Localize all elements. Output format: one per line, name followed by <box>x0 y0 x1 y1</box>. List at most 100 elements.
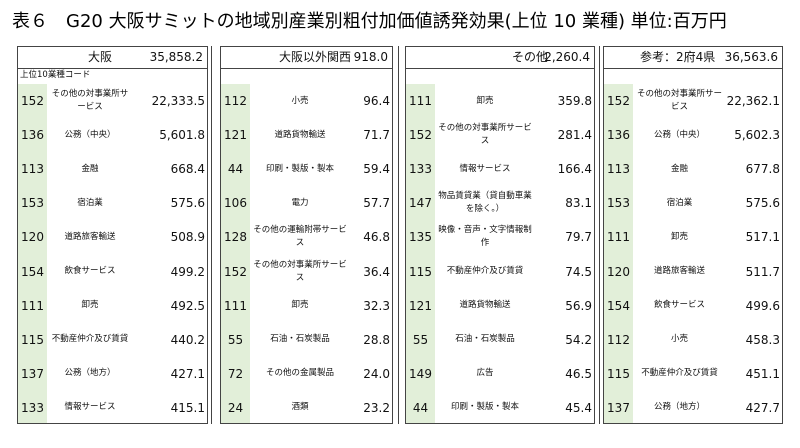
industry-code: 136 <box>607 128 630 143</box>
table-row: 106 電力 57.7 <box>221 186 392 220</box>
industry-name: 金融 <box>670 163 688 174</box>
value-added: 677.8 <box>745 162 780 177</box>
industry-name: その他の対事業所サービス <box>438 123 532 147</box>
industry-name: 物品賃貸業（貸自動車業を除く。） <box>438 191 532 215</box>
value-added: 46.5 <box>565 366 592 381</box>
value-added: 415.1 <box>170 400 205 415</box>
industry-code: 152 <box>409 128 432 143</box>
industry-name: その他の対事業所サービス <box>51 89 129 113</box>
industry-name: 飲食サービス <box>653 300 705 311</box>
industry-code: 121 <box>409 298 432 313</box>
value-added: 71.7 <box>363 128 390 143</box>
table-row: 55 石油・石炭製品 28.8 <box>221 323 392 357</box>
region-name: 大阪 <box>88 50 113 64</box>
industry-code: 128 <box>224 230 247 245</box>
table-row: 152 その他の対事業所サービス 22,333.5 <box>18 84 207 118</box>
industry-name: 不動産仲介及び賃貸 <box>446 266 524 277</box>
table-row: 115 不動産仲介及び賃貸 440.2 <box>18 323 207 357</box>
industry-code: 133 <box>21 400 44 415</box>
industry-code: 106 <box>224 196 247 211</box>
table-row: 111 卸売 492.5 <box>18 289 207 323</box>
value-added: 440.2 <box>170 332 205 347</box>
value-added: 427.1 <box>170 366 205 381</box>
industry-code: 152 <box>224 264 247 279</box>
value-added: 57.7 <box>363 196 390 211</box>
industry-name: 不動産仲介及び賃貸 <box>51 334 129 345</box>
value-added: 23.2 <box>363 400 390 415</box>
region-header: その他 2,260.4 <box>406 47 594 69</box>
table-row: 115 不動産仲介及び賃貸 74.5 <box>406 255 594 289</box>
value-added: 575.6 <box>745 196 780 211</box>
value-added: 22,333.5 <box>151 94 205 108</box>
region-header: 大阪以外関西 918.0 <box>221 47 392 69</box>
industry-code: 133 <box>409 162 432 177</box>
column-divider <box>211 46 212 424</box>
value-added: 499.6 <box>745 298 780 313</box>
table-row: 136 公務（中央） 5,601.8 <box>18 118 207 152</box>
table-row: 135 映像・音声・文字情報制作 79.7 <box>406 220 594 254</box>
industry-name: 石油・石炭製品 <box>455 334 515 345</box>
industry-name: 道路貨物輸送 <box>274 129 326 140</box>
region-header: 大阪 35,858.2 <box>18 47 207 69</box>
column-divider <box>599 46 600 424</box>
industry-code: 112 <box>607 332 630 347</box>
value-added: 79.7 <box>565 230 592 245</box>
industry-name: その他の対事業所サービス <box>636 89 722 113</box>
table-row: 44 印刷・製版・製本 59.4 <box>221 152 392 186</box>
value-added: 45.4 <box>565 400 592 415</box>
industry-code: 111 <box>409 94 432 108</box>
value-added: 54.2 <box>565 332 592 347</box>
table-row: 153 宿泊業 575.6 <box>18 186 207 220</box>
region-name: 参考：2府4県 <box>640 50 716 64</box>
value-added: 59.4 <box>363 162 390 177</box>
industry-name: 情報サービス <box>459 163 511 174</box>
value-added: 499.2 <box>170 264 205 279</box>
table-row: 55 石油・石炭製品 54.2 <box>406 323 594 357</box>
value-added: 458.3 <box>745 332 780 347</box>
industry-code: 153 <box>21 196 44 211</box>
industry-code: 44 <box>412 400 429 415</box>
table-row: 133 情報サービス 166.4 <box>406 152 594 186</box>
industry-code: 24 <box>227 400 244 415</box>
table-row: 128 その他の運輸附帯サービス 46.8 <box>221 220 392 254</box>
value-added: 56.9 <box>565 298 592 313</box>
table-row: 152 その他の対事業所サービス 36.4 <box>221 255 392 289</box>
region-total: 35,858.2 <box>149 50 203 64</box>
sub-header: 上位10業種コード <box>20 70 91 80</box>
table-row: 137 公務（地方） 427.1 <box>18 357 207 391</box>
region-table-3: 参考：2府4県 36,563.6 152 その他の対事業所サービス 22,362.1 13… <box>603 46 783 424</box>
table-row: 115 不動産仲介及び賃貸 451.1 <box>604 357 782 391</box>
table-row: 112 小売 96.4 <box>221 84 392 118</box>
industry-name: 道路旅客輸送 <box>653 266 705 277</box>
industry-name: 飲食サービス <box>64 266 116 277</box>
table-row: 137 公務（地方） 427.7 <box>604 391 782 423</box>
code-column-shading <box>406 84 435 423</box>
industry-name: 公務（中央） <box>64 129 116 140</box>
table-row: 111 卸売 32.3 <box>221 289 392 323</box>
code-column-shading <box>221 84 250 423</box>
industry-code: 137 <box>607 400 630 415</box>
value-added: 427.7 <box>745 400 780 415</box>
value-added: 166.4 <box>557 162 592 177</box>
industry-code: 115 <box>21 332 44 347</box>
region-name: その他 <box>512 50 549 64</box>
industry-code: 44 <box>227 162 244 177</box>
value-added: 83.1 <box>565 196 592 211</box>
industry-name: 印刷・製版・製本 <box>450 402 519 413</box>
value-added: 511.7 <box>745 264 780 279</box>
region-total: 36,563.6 <box>724 50 778 64</box>
industry-name: 卸売 <box>670 231 688 242</box>
industry-code: 153 <box>607 196 630 211</box>
value-added: 5,602.3 <box>734 128 780 143</box>
table-row: 44 印刷・製版・製本 45.4 <box>406 391 594 423</box>
value-added: 24.0 <box>363 366 390 381</box>
industry-name: 道路貨物輸送 <box>459 300 511 311</box>
region-table-0: 大阪 35,858.2 上位10業種コード 152 その他の対事業所サービス 22,333… <box>17 46 208 424</box>
industry-name: 映像・音声・文字情報制作 <box>438 225 532 249</box>
table-row: 120 道路旅客輸送 508.9 <box>18 220 207 254</box>
industry-code: 55 <box>227 332 244 347</box>
industry-code: 112 <box>224 94 247 108</box>
industry-name: 卸売 <box>476 95 494 106</box>
value-added: 46.8 <box>363 230 390 245</box>
industry-name: 電力 <box>291 197 309 208</box>
